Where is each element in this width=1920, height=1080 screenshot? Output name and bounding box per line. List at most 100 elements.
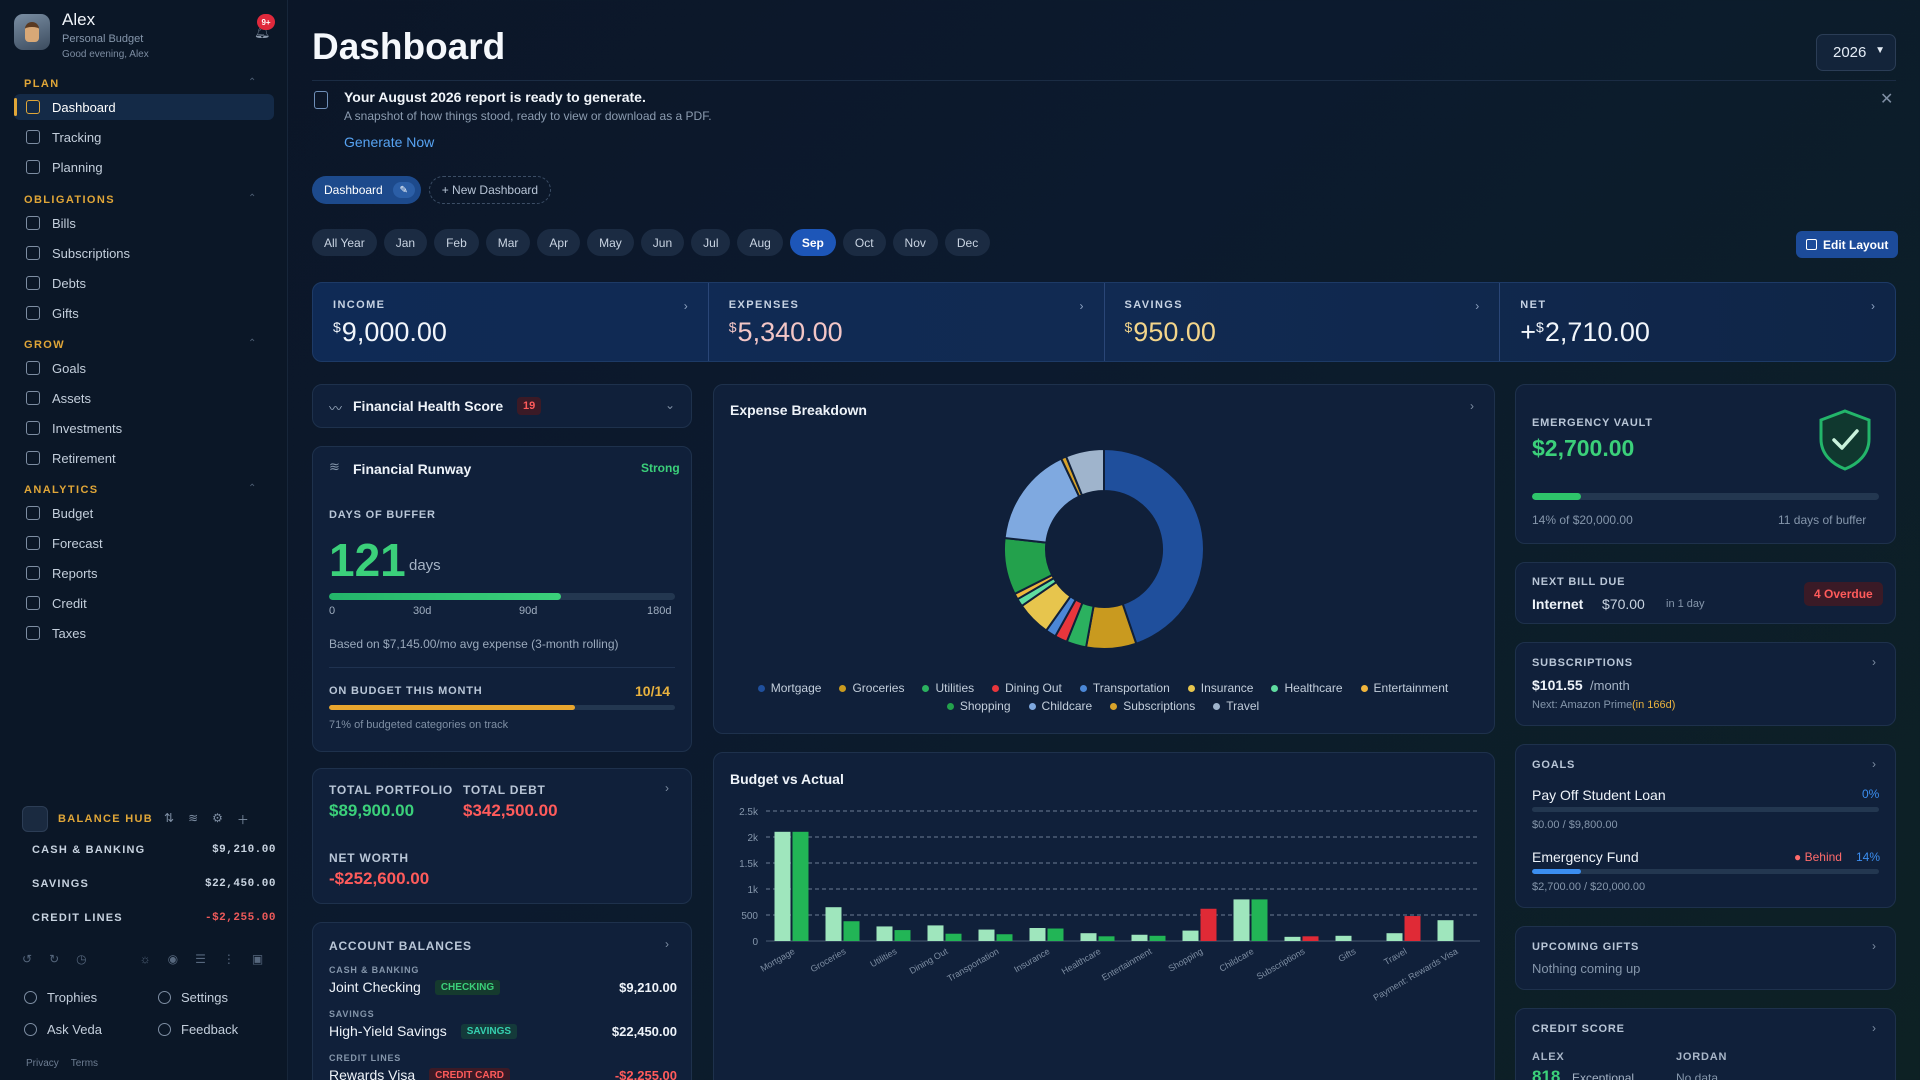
gear-icon[interactable]: ⚙ [212,811,223,825]
section-title[interactable]: GROW [24,339,66,351]
bar-budget[interactable] [1386,933,1403,941]
portfolio-card[interactable]: TOTAL PORTFOLIO $89,900.00 TOTAL DEBT $3… [312,768,692,904]
sidebar-item-subscriptions[interactable]: Subscriptions [14,240,274,266]
wallet-icon[interactable] [22,806,48,832]
redo-icon[interactable]: ↻ [49,952,60,966]
sidebar-item-bills[interactable]: Bills [14,210,274,236]
legend-item[interactable]: Insurance [1187,681,1253,695]
generate-now-link[interactable]: Generate Now [344,134,435,150]
bar-budget[interactable] [1131,934,1148,941]
chevron-right-icon[interactable]: › [1079,299,1084,313]
month-all-year[interactable]: All Year [312,229,377,256]
bar-actual[interactable] [894,930,911,941]
bar-actual[interactable] [1149,935,1166,941]
bar-budget[interactable] [927,925,944,941]
sidebar-item-dashboard[interactable]: Dashboard [14,94,274,120]
ask-veda-link[interactable]: Ask Veda [24,1022,102,1037]
chevron-right-icon[interactable]: › [665,781,669,795]
sidebar-item-planning[interactable]: Planning [14,154,274,180]
account-row-checking[interactable]: Joint Checking CHECKING $9,210.00 [329,979,677,995]
bar-actual[interactable] [996,934,1013,941]
month-sep[interactable]: Sep [789,229,836,256]
upcoming-gifts-card[interactable]: UPCOMING GIFTS › Nothing coming up [1515,926,1896,990]
section-title[interactable]: ANALYTICS [24,484,99,496]
goal-name[interactable]: Emergency Fund [1532,849,1639,865]
privacy-link[interactable]: Privacy [26,1058,59,1069]
account-row-credit[interactable]: Rewards Visa CREDIT CARD -$2,255.00 [329,1067,677,1080]
year-select[interactable]: 2026 ▼ [1816,34,1896,71]
credit-score-card[interactable]: CREDIT SCORE › ALEX 818 Exceptional JORD… [1515,1008,1896,1080]
slice-mortgage[interactable] [1103,447,1205,645]
trophies-link[interactable]: Trophies [24,990,97,1005]
bar-budget[interactable] [978,929,995,941]
chevron-right-icon[interactable]: › [1470,399,1474,413]
bar-budget[interactable] [1284,936,1301,941]
month-apr[interactable]: Apr [537,229,581,256]
window-icon[interactable]: ▣ [251,952,264,966]
bar-actual[interactable] [1404,916,1421,941]
legend-item[interactable]: Dining Out [992,681,1062,695]
hub-row-credit[interactable]: CREDIT LINES -$2,255.00 [32,912,276,924]
chevron-right-icon[interactable]: › [1872,655,1876,669]
eye-icon[interactable]: ◉ [167,952,179,966]
section-title[interactable]: PLAN [24,78,60,90]
financial-health-card[interactable]: 〰 Financial Health Score 19 ⌄ [312,384,692,428]
sidebar-item-debts[interactable]: Debts [14,270,274,296]
sidebar-item-forecast[interactable]: Forecast [14,530,274,556]
chevron-up-icon[interactable]: ⌃ [248,338,257,349]
hub-row-savings[interactable]: SAVINGS $22,450.00 [32,878,276,890]
bar-budget[interactable] [1080,933,1097,941]
bar-budget[interactable] [1182,930,1199,941]
legend-item[interactable]: Transportation [1079,681,1170,695]
edit-layout-button[interactable]: Edit Layout [1796,231,1899,258]
new-dashboard-button[interactable]: + New Dashboard [428,176,552,204]
terms-link[interactable]: Terms [70,1058,99,1069]
close-icon[interactable]: ✕ [1880,91,1894,108]
sidebar-item-credit[interactable]: Credit [14,590,274,616]
tab-dashboard[interactable]: Dashboard ✎ [312,176,421,204]
month-jun[interactable]: Jun [640,229,685,256]
month-aug[interactable]: Aug [737,229,783,256]
chevron-right-icon[interactable]: › [1475,299,1480,313]
bar-actual[interactable] [945,933,962,941]
bar-actual[interactable] [1098,936,1115,941]
month-jul[interactable]: Jul [691,229,731,256]
summary-net[interactable]: NET +$2,710.00 › [1500,283,1895,361]
bar-actual[interactable] [1200,908,1217,941]
chevron-right-icon[interactable]: › [1872,1021,1876,1035]
legend-item[interactable]: Entertainment [1360,681,1448,695]
hub-row-cash[interactable]: CASH & BANKING $9,210.00 [32,844,276,856]
chevron-down-icon[interactable]: ⌄ [665,398,676,412]
month-may[interactable]: May [587,229,634,256]
chevron-right-icon[interactable]: › [1872,939,1876,953]
undo-icon[interactable]: ↺ [22,952,33,966]
month-nov[interactable]: Nov [892,229,938,256]
month-oct[interactable]: Oct [842,229,886,256]
feedback-link[interactable]: Feedback [158,1022,238,1037]
chevron-right-icon[interactable]: › [1871,299,1875,313]
overdue-badge[interactable]: 4 Overdue [1804,582,1883,606]
chevron-right-icon[interactable]: › [683,299,688,313]
legend-item[interactable]: Mortgage [757,681,821,695]
database-icon[interactable]: ☰ [195,952,206,966]
sidebar-item-gifts[interactable]: Gifts [14,300,274,326]
bar-budget[interactable] [876,926,893,941]
avatar[interactable] [14,14,50,50]
next-bill-card[interactable]: NEXT BILL DUE Internet $70.00 in 1 day 4… [1515,562,1896,624]
settings-link[interactable]: Settings [158,990,228,1005]
sliders-icon[interactable]: ⇅ [164,811,175,825]
legend-item[interactable]: Utilities [922,681,974,695]
bar-budget[interactable] [774,831,791,941]
chevron-up-icon[interactable]: ⌃ [248,483,257,494]
bar-budget[interactable] [1233,899,1250,941]
legend-item[interactable]: Subscriptions [1110,699,1195,713]
bar-actual[interactable] [1047,928,1064,941]
bar-budget[interactable] [1437,920,1454,941]
bar-budget[interactable] [1029,928,1046,941]
history-icon[interactable]: ◷ [76,952,87,966]
summary-savings[interactable]: SAVINGS $950.00 › [1105,283,1501,361]
summary-expenses[interactable]: EXPENSES $5,340.00 › [709,283,1105,361]
month-mar[interactable]: Mar [485,229,531,256]
sun-icon[interactable]: ☼ [139,952,151,966]
chevron-right-icon[interactable]: › [1872,757,1876,771]
